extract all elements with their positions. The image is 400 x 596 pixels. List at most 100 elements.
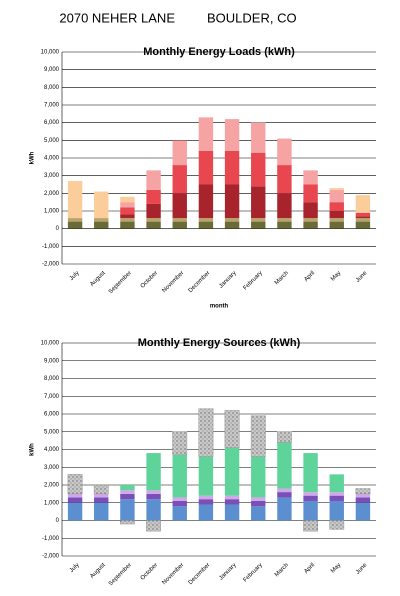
bar-segment [94, 221, 109, 229]
bar-segment [146, 203, 161, 219]
bar-segment [251, 456, 266, 498]
y-tick-label: 9,000 [44, 67, 60, 73]
bar-segment [120, 490, 135, 494]
bar-segment [224, 221, 240, 229]
bar-segment [224, 504, 240, 521]
y-tick-label: 10,000 [41, 50, 60, 56]
bar-segment [303, 221, 318, 229]
y-tick-label: 8,000 [44, 376, 60, 382]
bar-segment [120, 221, 135, 229]
x-tick-label: July [69, 270, 81, 282]
bar-segment [355, 497, 371, 503]
bar-segment [172, 165, 187, 194]
bar-segment [251, 186, 266, 219]
x-tick-label: November [161, 562, 185, 586]
bar-segment [120, 214, 135, 219]
bar-segment [355, 218, 371, 222]
x-tick-label: October [140, 270, 159, 289]
bar-segment [303, 500, 318, 521]
y-tick-label: 8,000 [44, 85, 60, 91]
x-tick-label: August [89, 562, 107, 580]
y-tick-label: 1,000 [44, 500, 60, 506]
bar-segment [67, 474, 83, 495]
bar-segment [94, 502, 109, 521]
bar-segment [224, 218, 240, 222]
x-tick-label: June [355, 562, 369, 576]
bar-segment [198, 504, 214, 521]
bar-segment [329, 520, 345, 530]
bar-segment [198, 184, 214, 219]
header-address: 2070 NEHER LANE [59, 10, 175, 25]
bar-segment [329, 189, 344, 203]
bar-segment [224, 150, 240, 185]
bar-segment [198, 456, 214, 496]
bar-segment [355, 502, 371, 521]
y-axis-label: kWh [30, 443, 36, 456]
x-axis-label: month [210, 304, 229, 310]
bar-segment [355, 221, 371, 229]
bar-segment [303, 492, 318, 496]
bar-segment [251, 506, 266, 521]
bar-segment [146, 499, 161, 521]
bar-segment [67, 493, 83, 498]
bar-segment [303, 495, 318, 501]
x-tick-label: March [274, 562, 290, 578]
x-tick-label: February [243, 270, 264, 291]
bar-segment [146, 221, 161, 229]
bar-segment [94, 218, 109, 222]
y-tick-label: 6,000 [44, 120, 60, 126]
bar-segment [172, 431, 188, 456]
bar-segment [277, 497, 292, 521]
bar-segment [329, 202, 344, 211]
y-tick-label: 3,000 [44, 465, 60, 471]
bar-segment [355, 216, 371, 219]
bar-segment [303, 453, 318, 493]
bar-segment [224, 499, 240, 505]
x-tick-label: December [188, 562, 212, 586]
x-tick-label: May [330, 270, 342, 282]
bar-segment [355, 212, 371, 217]
x-tick-label: November [161, 270, 185, 294]
bar-segment [67, 221, 83, 229]
bar-segment [277, 488, 292, 493]
y-tick-label: 0 [56, 226, 60, 232]
bar-segment [146, 490, 161, 494]
bar-segment [251, 497, 266, 501]
y-tick-label: 7,000 [44, 103, 60, 109]
y-tick-label: 2,000 [44, 483, 60, 489]
bar-segment [120, 499, 135, 521]
y-tick-label: 0 [56, 518, 60, 524]
bar-segment [120, 218, 135, 222]
bar-segment [146, 218, 161, 222]
bar-segment [146, 493, 161, 500]
bar-segment [251, 218, 266, 222]
bar-segment [172, 193, 187, 219]
bar-segment [120, 202, 135, 208]
bar-segment [277, 221, 292, 229]
bar-segment [224, 447, 240, 496]
x-tick-label: February [243, 562, 264, 583]
y-tick-label: 3,000 [44, 173, 60, 179]
x-tick-label: August [89, 270, 107, 288]
bar-segment [329, 474, 344, 493]
x-tick-label: May [330, 562, 342, 574]
bar-segment [198, 117, 214, 151]
bar-segment [251, 122, 266, 153]
bar-segment [303, 218, 318, 222]
bar-segment [329, 188, 344, 190]
bar-segment [198, 218, 214, 222]
y-tick-label: 4,000 [44, 156, 60, 162]
bar-segment [277, 193, 292, 219]
bar-segment [146, 520, 161, 532]
y-tick-label: -1,000 [42, 536, 60, 542]
bar-segment [224, 184, 240, 219]
bar-segment [172, 218, 187, 222]
y-tick-label: 9,000 [44, 358, 60, 364]
bar-segment [303, 184, 318, 203]
x-tick-label: January [218, 270, 237, 289]
bar-segment [120, 520, 135, 525]
x-tick-label: July [69, 562, 81, 574]
y-tick-label: 5,000 [44, 138, 60, 144]
y-tick-label: 6,000 [44, 412, 60, 418]
bar-segment [251, 500, 266, 507]
